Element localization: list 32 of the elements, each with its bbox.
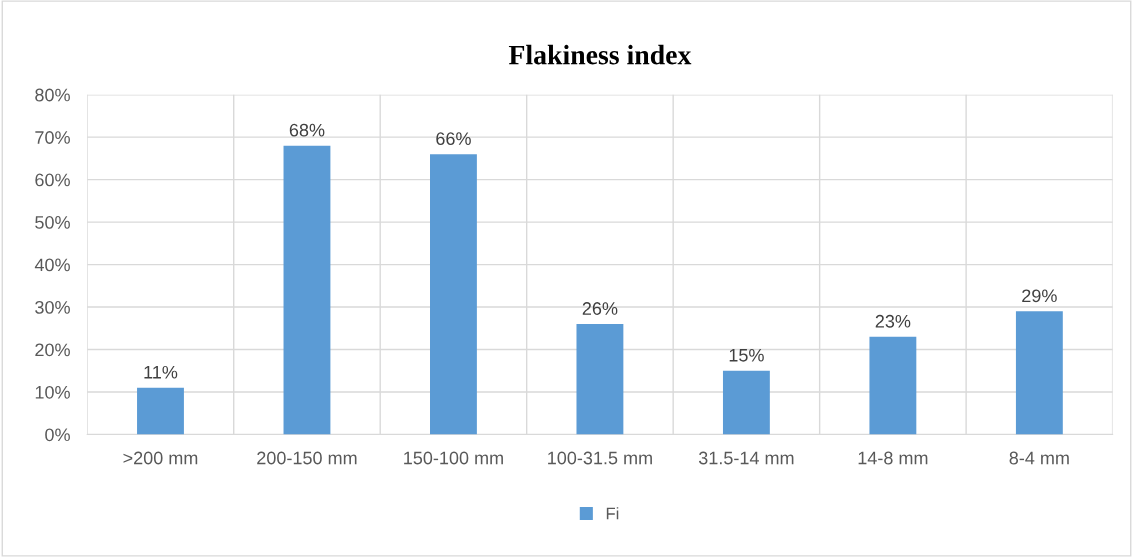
y-tick-label: 50%	[35, 216, 70, 229]
y-tick-label: 10%	[35, 385, 70, 399]
data-label: 26%	[582, 302, 618, 315]
bar	[576, 324, 624, 435]
bar	[1015, 311, 1063, 435]
data-label: 15%	[729, 348, 764, 362]
y-tick-label: 0%	[45, 428, 70, 442]
data-label: 23%	[875, 314, 911, 328]
y-tick-label: 80%	[35, 88, 70, 102]
y-tick-label: 70%	[35, 131, 70, 144]
bar	[137, 387, 184, 435]
y-tick-label: 60%	[35, 173, 70, 187]
x-tick-label: >200 mm	[123, 451, 198, 465]
bar	[283, 145, 331, 435]
data-label: 29%	[1022, 289, 1057, 303]
x-tick-label: 8-4 mm	[1009, 451, 1069, 465]
x-tick-label: 200-150 mm	[257, 451, 357, 465]
data-label: 68%	[289, 123, 325, 137]
bar	[722, 370, 770, 435]
y-tick-label: 30%	[35, 300, 70, 314]
bar	[430, 154, 477, 435]
x-tick-label: 31.5-14 mm	[698, 451, 794, 465]
x-tick-label: 150-100 mm	[404, 451, 503, 465]
x-tick-label: 100-31.5 mm	[548, 451, 652, 465]
data-label: 66%	[436, 132, 471, 146]
y-tick-label: 40%	[34, 258, 70, 272]
y-tick-label: 20%	[35, 343, 70, 357]
legend-label: Fi	[606, 507, 619, 520]
data-label: 11%	[144, 365, 178, 379]
chart-title: Flakiness index	[508, 44, 692, 65]
bar	[869, 336, 917, 435]
x-tick-label: 14-8 mm	[858, 451, 928, 465]
